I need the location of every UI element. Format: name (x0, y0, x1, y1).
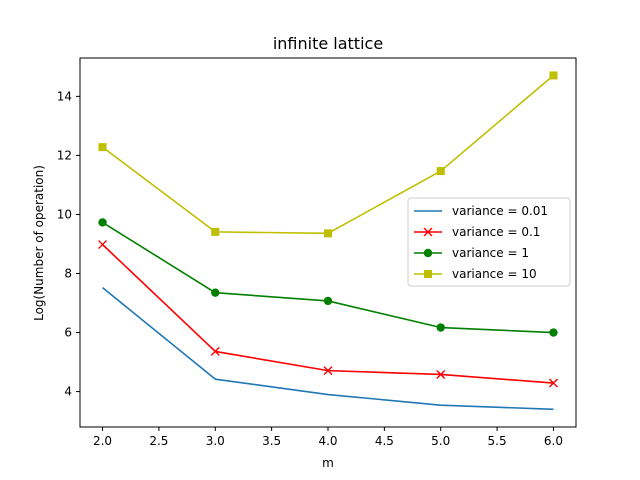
legend-marker (423, 227, 433, 237)
legend-entry: variance = 0.1 (414, 225, 540, 239)
y-tick-label: 8 (64, 266, 72, 280)
y-axis-label: Log(Number of operation) (32, 165, 46, 321)
y-tick-label: 4 (64, 385, 72, 399)
data-point (210, 346, 220, 356)
legend-marker (423, 248, 433, 258)
data-point (323, 296, 333, 306)
data-point (323, 366, 333, 376)
x-tick-label: 3.0 (206, 434, 225, 448)
x-tick-label: 4.5 (375, 434, 394, 448)
data-point (98, 218, 107, 227)
data-point (211, 288, 220, 297)
legend: variance = 0.01 variance = 0.1 variance = … (407, 197, 571, 287)
data-point (436, 167, 445, 176)
data-point (98, 143, 107, 152)
legend-marker (424, 270, 432, 278)
x-tick-label: 2.5 (149, 434, 168, 448)
x-axis-label: m (322, 456, 334, 470)
y-tick-label: 10 (57, 207, 72, 221)
legend-label: variance = 1 (452, 246, 529, 260)
x-tick-label: 6.0 (544, 434, 563, 448)
y-tick-label: 14 (57, 89, 72, 103)
data-point (436, 323, 445, 332)
axes: 2.0 2.5 3.0 3.5 4.0 4.5 5.0 5.5 6.0 4 6 8 10 12 14 (57, 57, 577, 448)
legend-entry: variance = 1 (414, 246, 529, 260)
y-tick-label: 6 (64, 326, 72, 340)
legend-entry: variance = 10 (414, 267, 537, 281)
series-3 (98, 71, 558, 238)
series-1 (98, 240, 558, 388)
series-line (102, 287, 554, 411)
legend-label: variance = 10 (452, 267, 537, 281)
legend-box (407, 197, 571, 287)
x-tick-label: 5.5 (488, 434, 507, 448)
data-point (549, 328, 558, 337)
series-0 (102, 287, 554, 411)
series-2 (98, 218, 558, 337)
legend-entry: variance = 0.01 (414, 204, 548, 218)
chart-title: infinite lattice (273, 34, 383, 53)
x-tick-label: 3.5 (262, 434, 281, 448)
legend-label: variance = 0.1 (452, 225, 540, 239)
legend-label: variance = 0.01 (452, 204, 548, 218)
data-point (549, 71, 558, 80)
data-point (211, 227, 220, 236)
y-tick-label: 12 (57, 148, 72, 162)
x-tick-label: 4.0 (318, 434, 337, 448)
plot-area (98, 71, 558, 411)
data-point (98, 240, 108, 250)
data-point (548, 378, 558, 388)
x-tick-label: 2.0 (93, 434, 112, 448)
x-tick-label: 5.0 (431, 434, 450, 448)
data-point (436, 369, 446, 379)
data-point (324, 229, 332, 238)
